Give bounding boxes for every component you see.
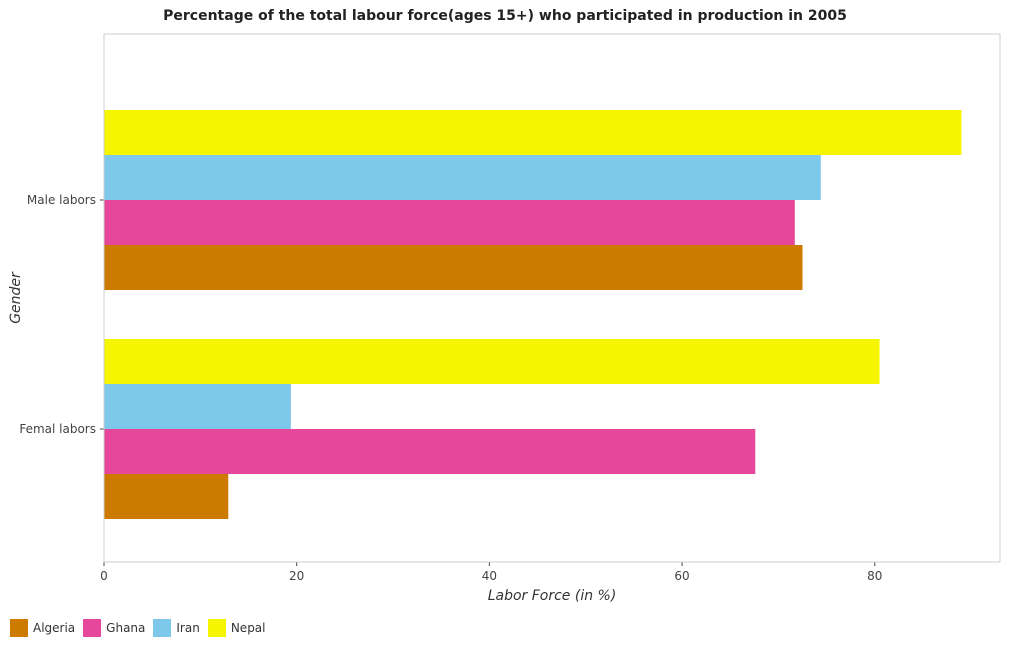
- bar-ghana-female: [104, 429, 756, 474]
- legend-swatch: [153, 619, 172, 637]
- legend-swatch: [207, 619, 226, 637]
- bar-iran-female: [104, 384, 291, 429]
- legend-item-ghana: Ghana: [83, 619, 145, 637]
- x-axis-title: Labor Force (in %): [488, 588, 617, 604]
- legend-label: Iran: [176, 621, 200, 635]
- legend-label: Nepal: [230, 621, 266, 635]
- x-tick-label: 40: [482, 569, 497, 583]
- legend: Algeria Ghana Iran Nepal: [10, 619, 274, 637]
- bar-algeria-male: [104, 245, 803, 290]
- bar-ghana-male: [104, 200, 795, 245]
- legend-swatch: [10, 619, 28, 637]
- legend-item-iran: Iran: [153, 619, 200, 637]
- legend-label: Ghana: [106, 621, 146, 635]
- y-tick-label: Male labors: [27, 193, 96, 207]
- x-tick-label: 20: [289, 569, 304, 583]
- y-tick-label: Femal labors: [19, 422, 96, 436]
- legend-item-algeria: Algeria: [10, 619, 75, 637]
- bar-nepal-male: [104, 110, 962, 155]
- bar-nepal-female: [104, 339, 880, 384]
- legend-label: Algeria: [33, 621, 76, 635]
- legend-item-nepal: Nepal: [207, 619, 266, 637]
- bar-iran-male: [104, 155, 821, 200]
- x-tick-label: 60: [674, 569, 689, 583]
- chart-title: Percentage of the total labour force(age…: [163, 8, 847, 24]
- plot-frame: [103, 33, 1001, 563]
- legend-swatch: [83, 619, 102, 637]
- bar-algeria-female: [104, 474, 229, 519]
- x-tick-label: 0: [100, 569, 108, 583]
- y-axis-title: Gender: [8, 271, 24, 324]
- x-tick-label: 80: [867, 569, 882, 583]
